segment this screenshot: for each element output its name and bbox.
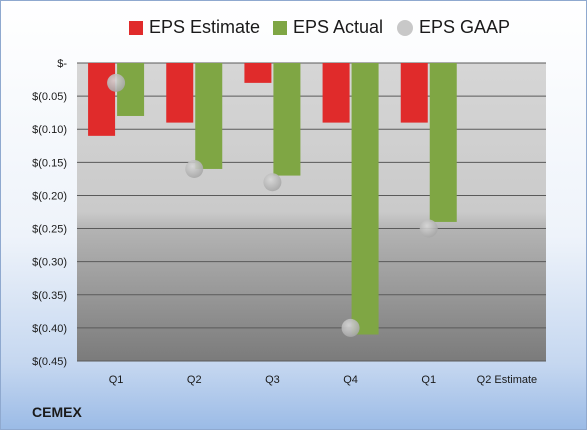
x-tick-label: Q1 xyxy=(109,374,124,386)
x-tick-label: Q2 Estimate xyxy=(477,374,538,386)
bar-eps-estimate xyxy=(166,63,194,123)
point-eps-gaap xyxy=(419,219,438,238)
bar-eps-actual xyxy=(273,63,301,176)
point-eps-gaap xyxy=(185,159,204,178)
y-tick-label: $(0.20) xyxy=(32,190,67,202)
legend-swatch-eps-actual xyxy=(273,20,287,35)
legend-label-eps-gaap: EPS GAAP xyxy=(419,17,511,37)
bar-eps-estimate xyxy=(322,63,350,123)
legend-label-eps-estimate: EPS Estimate xyxy=(149,17,261,37)
y-tick-label: $(0.15) xyxy=(32,157,67,169)
legend-label-eps-actual: EPS Actual xyxy=(293,17,384,37)
bar-eps-estimate xyxy=(244,63,272,83)
y-tick-label: $(0.10) xyxy=(32,124,67,136)
x-tick-label: Q3 xyxy=(265,374,280,386)
legend-item-eps-estimate: EPS Estimate xyxy=(129,17,260,38)
y-tick-label: $(0.45) xyxy=(32,356,67,368)
bar-eps-actual xyxy=(195,63,223,169)
y-tick-label: $(0.40) xyxy=(32,323,67,335)
company-name: CEMEX xyxy=(32,404,82,420)
point-eps-gaap xyxy=(107,73,126,92)
legend-swatch-eps-gaap xyxy=(397,19,413,36)
bar-eps-actual xyxy=(429,63,457,222)
x-tick-label: Q4 xyxy=(343,374,358,386)
x-tick-label: Q1 xyxy=(421,374,436,386)
point-eps-gaap xyxy=(263,173,282,192)
y-tick-label: $- xyxy=(57,58,67,70)
bar-eps-estimate xyxy=(400,63,428,123)
plot-area xyxy=(77,63,546,361)
x-tick-label: Q2 xyxy=(187,374,202,386)
bar-eps-actual xyxy=(351,63,379,335)
y-tick-label: $(0.30) xyxy=(32,257,67,269)
legend-item-eps-actual: EPS Actual xyxy=(273,17,383,38)
legend: EPS Estimate EPS Actual EPS GAAP xyxy=(1,17,586,43)
y-tick-label: $(0.25) xyxy=(32,224,67,236)
bar-eps-estimate xyxy=(88,63,116,136)
legend-item-eps-gaap: EPS GAAP xyxy=(397,17,510,38)
legend-swatch-eps-estimate xyxy=(129,20,143,35)
y-tick-label: $(0.05) xyxy=(32,91,67,103)
y-tick-label: $(0.35) xyxy=(32,290,67,302)
point-eps-gaap xyxy=(341,318,360,337)
